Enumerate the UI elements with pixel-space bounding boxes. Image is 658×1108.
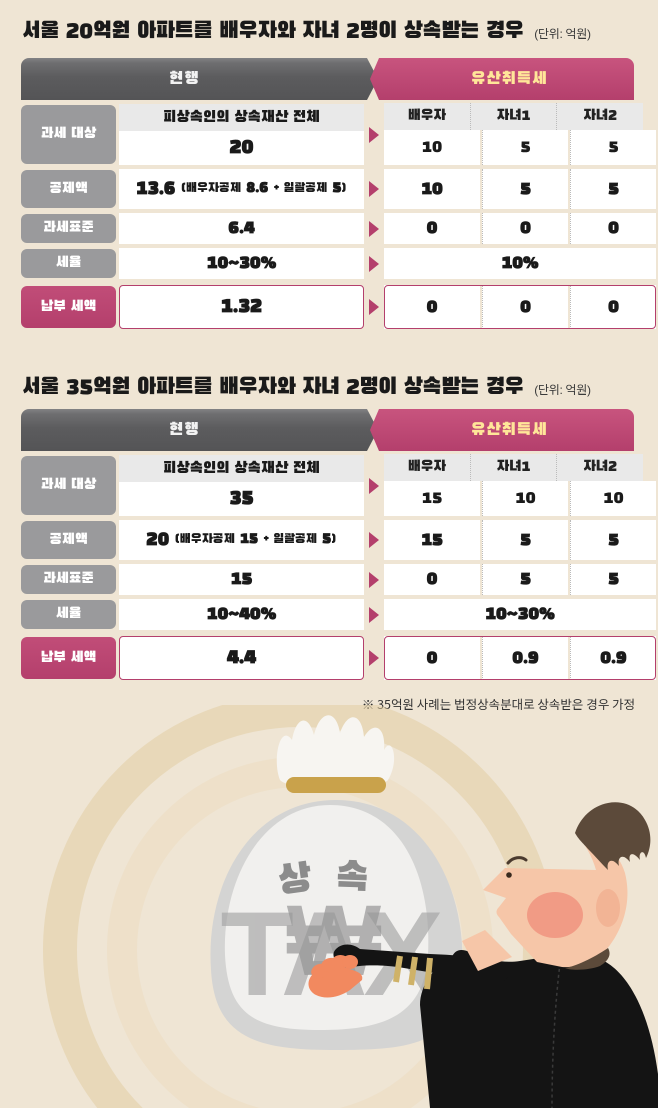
svg-text:상: 상 xyxy=(276,860,315,904)
svg-text:속: 속 xyxy=(335,859,370,900)
